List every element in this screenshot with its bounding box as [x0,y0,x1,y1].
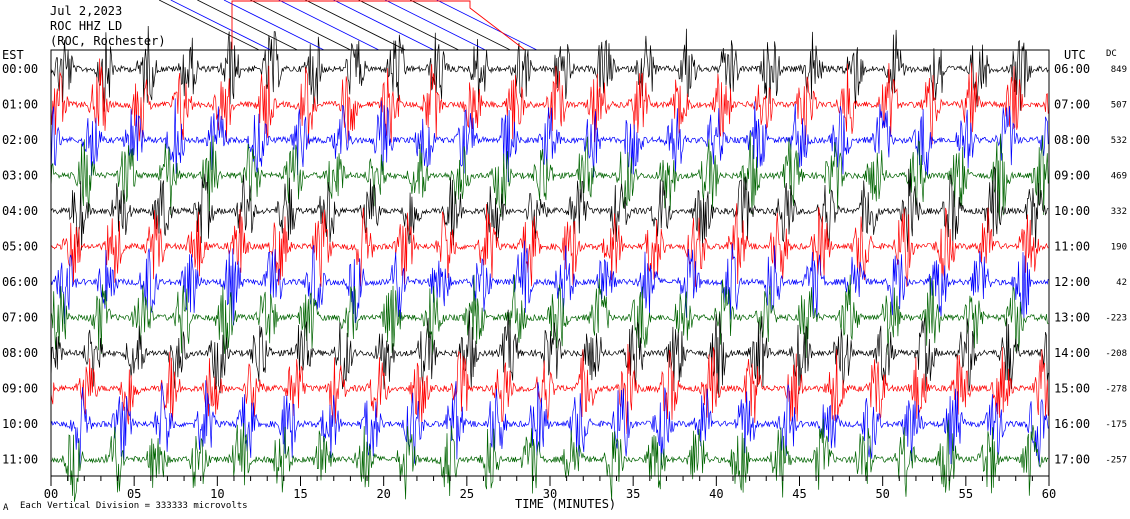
marker-line [170,0,271,51]
trace-01-00 [50,58,1049,145]
right-time-label: 08:00 [1054,133,1090,147]
marker-line [410,0,511,51]
left-time-label: 01:00 [2,98,38,112]
right-time-label: 09:00 [1054,169,1090,183]
x-tick-label: 00 [44,487,58,501]
left-time-label: 08:00 [2,346,38,360]
marker-line [385,0,486,51]
x-axis-title: TIME (MINUTES) [515,497,616,511]
left-time-label: 06:00 [2,275,38,289]
x-tick-label: 05 [127,487,141,501]
right-time-label: 14:00 [1054,346,1090,360]
left-time-labels: 00:00 01:00 02:00 03:00 04:00 05:00 06:00 07:00… [2,62,38,467]
dc-value: 42 [1116,278,1127,288]
marker-line [333,0,434,51]
right-time-label: 13:00 [1054,311,1090,325]
left-time-label: 07:00 [2,311,38,325]
dc-value: 190 [1111,243,1127,253]
marker-line [278,0,380,51]
x-axis-ticks: 00 05 10 15 20 25 30 35 40 45 50 55 60 [44,476,1056,501]
left-time-label: 10:00 [2,417,38,431]
right-time-label: 12:00 [1054,275,1090,289]
header-location: (ROC, Rochester) [50,34,166,48]
x-tick-label: 50 [875,487,889,501]
left-time-label: 09:00 [2,382,38,396]
dc-offset-values: 849 507 532 469 332 190 42 -223 -208 -278 -175 -257 [1105,65,1127,466]
left-time-label: 00:00 [2,62,38,76]
left-time-label: 11:00 [2,453,38,467]
right-time-label: 17:00 [1054,453,1090,467]
x-tick-label: 20 [376,487,390,501]
dc-label: DC [1106,49,1117,59]
right-time-label: 15:00 [1054,382,1090,396]
trace-04-00 [50,166,1049,253]
trace-09-00 [50,343,1049,435]
dc-value: 507 [1111,101,1127,111]
left-time-label: 04:00 [2,204,38,218]
right-time-labels: 06:00 07:00 08:00 09:00 10:00 11:00 12:00 13:00… [1054,62,1090,467]
dc-value: -278 [1105,385,1127,395]
trace-03-00 [50,132,1049,221]
x-tick-label: 10 [210,487,224,501]
dc-value: -223 [1105,314,1127,324]
trace-00-00 [50,25,1049,112]
dc-value: 532 [1111,136,1127,146]
footnote-mark: A [3,503,9,513]
x-tick-label: 15 [293,487,307,501]
dc-value: 332 [1111,207,1127,217]
left-axis-label: EST [2,48,24,62]
marker-line [250,0,351,51]
dc-value: -175 [1105,420,1127,430]
x-tick-label: 40 [709,487,723,501]
dc-value: -257 [1105,456,1127,466]
trace-05-00 [50,203,1049,287]
marker-line [197,0,298,51]
marker-box [231,0,526,51]
trace-10-00 [50,380,1049,469]
right-axis-label: UTC [1064,48,1086,62]
right-time-label: 10:00 [1054,204,1090,218]
trace-07-00 [50,274,1049,359]
trace-11-00 [50,418,1049,502]
dc-value: 849 [1111,65,1127,75]
left-time-label: 05:00 [2,240,38,254]
right-time-label: 06:00 [1054,62,1090,76]
x-tick-label: 60 [1042,487,1056,501]
dc-value: -208 [1105,349,1127,359]
x-tick-label: 35 [626,487,640,501]
seismic-traces [50,0,1049,502]
right-time-label: 11:00 [1054,240,1090,254]
header-station: ROC HHZ LD [50,19,122,33]
right-time-label: 16:00 [1054,417,1090,431]
left-time-label: 03:00 [2,169,38,183]
right-time-label: 07:00 [1054,98,1090,112]
header-date: Jul 2,2023 [50,4,122,18]
left-time-label: 02:00 [2,133,38,147]
marker-line [305,0,406,51]
x-tick-label: 55 [959,487,973,501]
x-tick-label: 45 [792,487,806,501]
dc-value: 469 [1111,172,1127,182]
marker-line [223,0,325,51]
trace-08-00 [50,309,1049,398]
x-tick-label: 30 [543,487,557,501]
marker-line [158,0,260,51]
marker-line [436,0,538,51]
footnote: Each Vertical Division = 333333 microvol… [20,501,248,511]
x-tick-label: 25 [460,487,474,501]
marker-line [358,0,459,51]
trace-06-00 [50,240,1049,326]
trace-02-00 [50,98,1049,183]
